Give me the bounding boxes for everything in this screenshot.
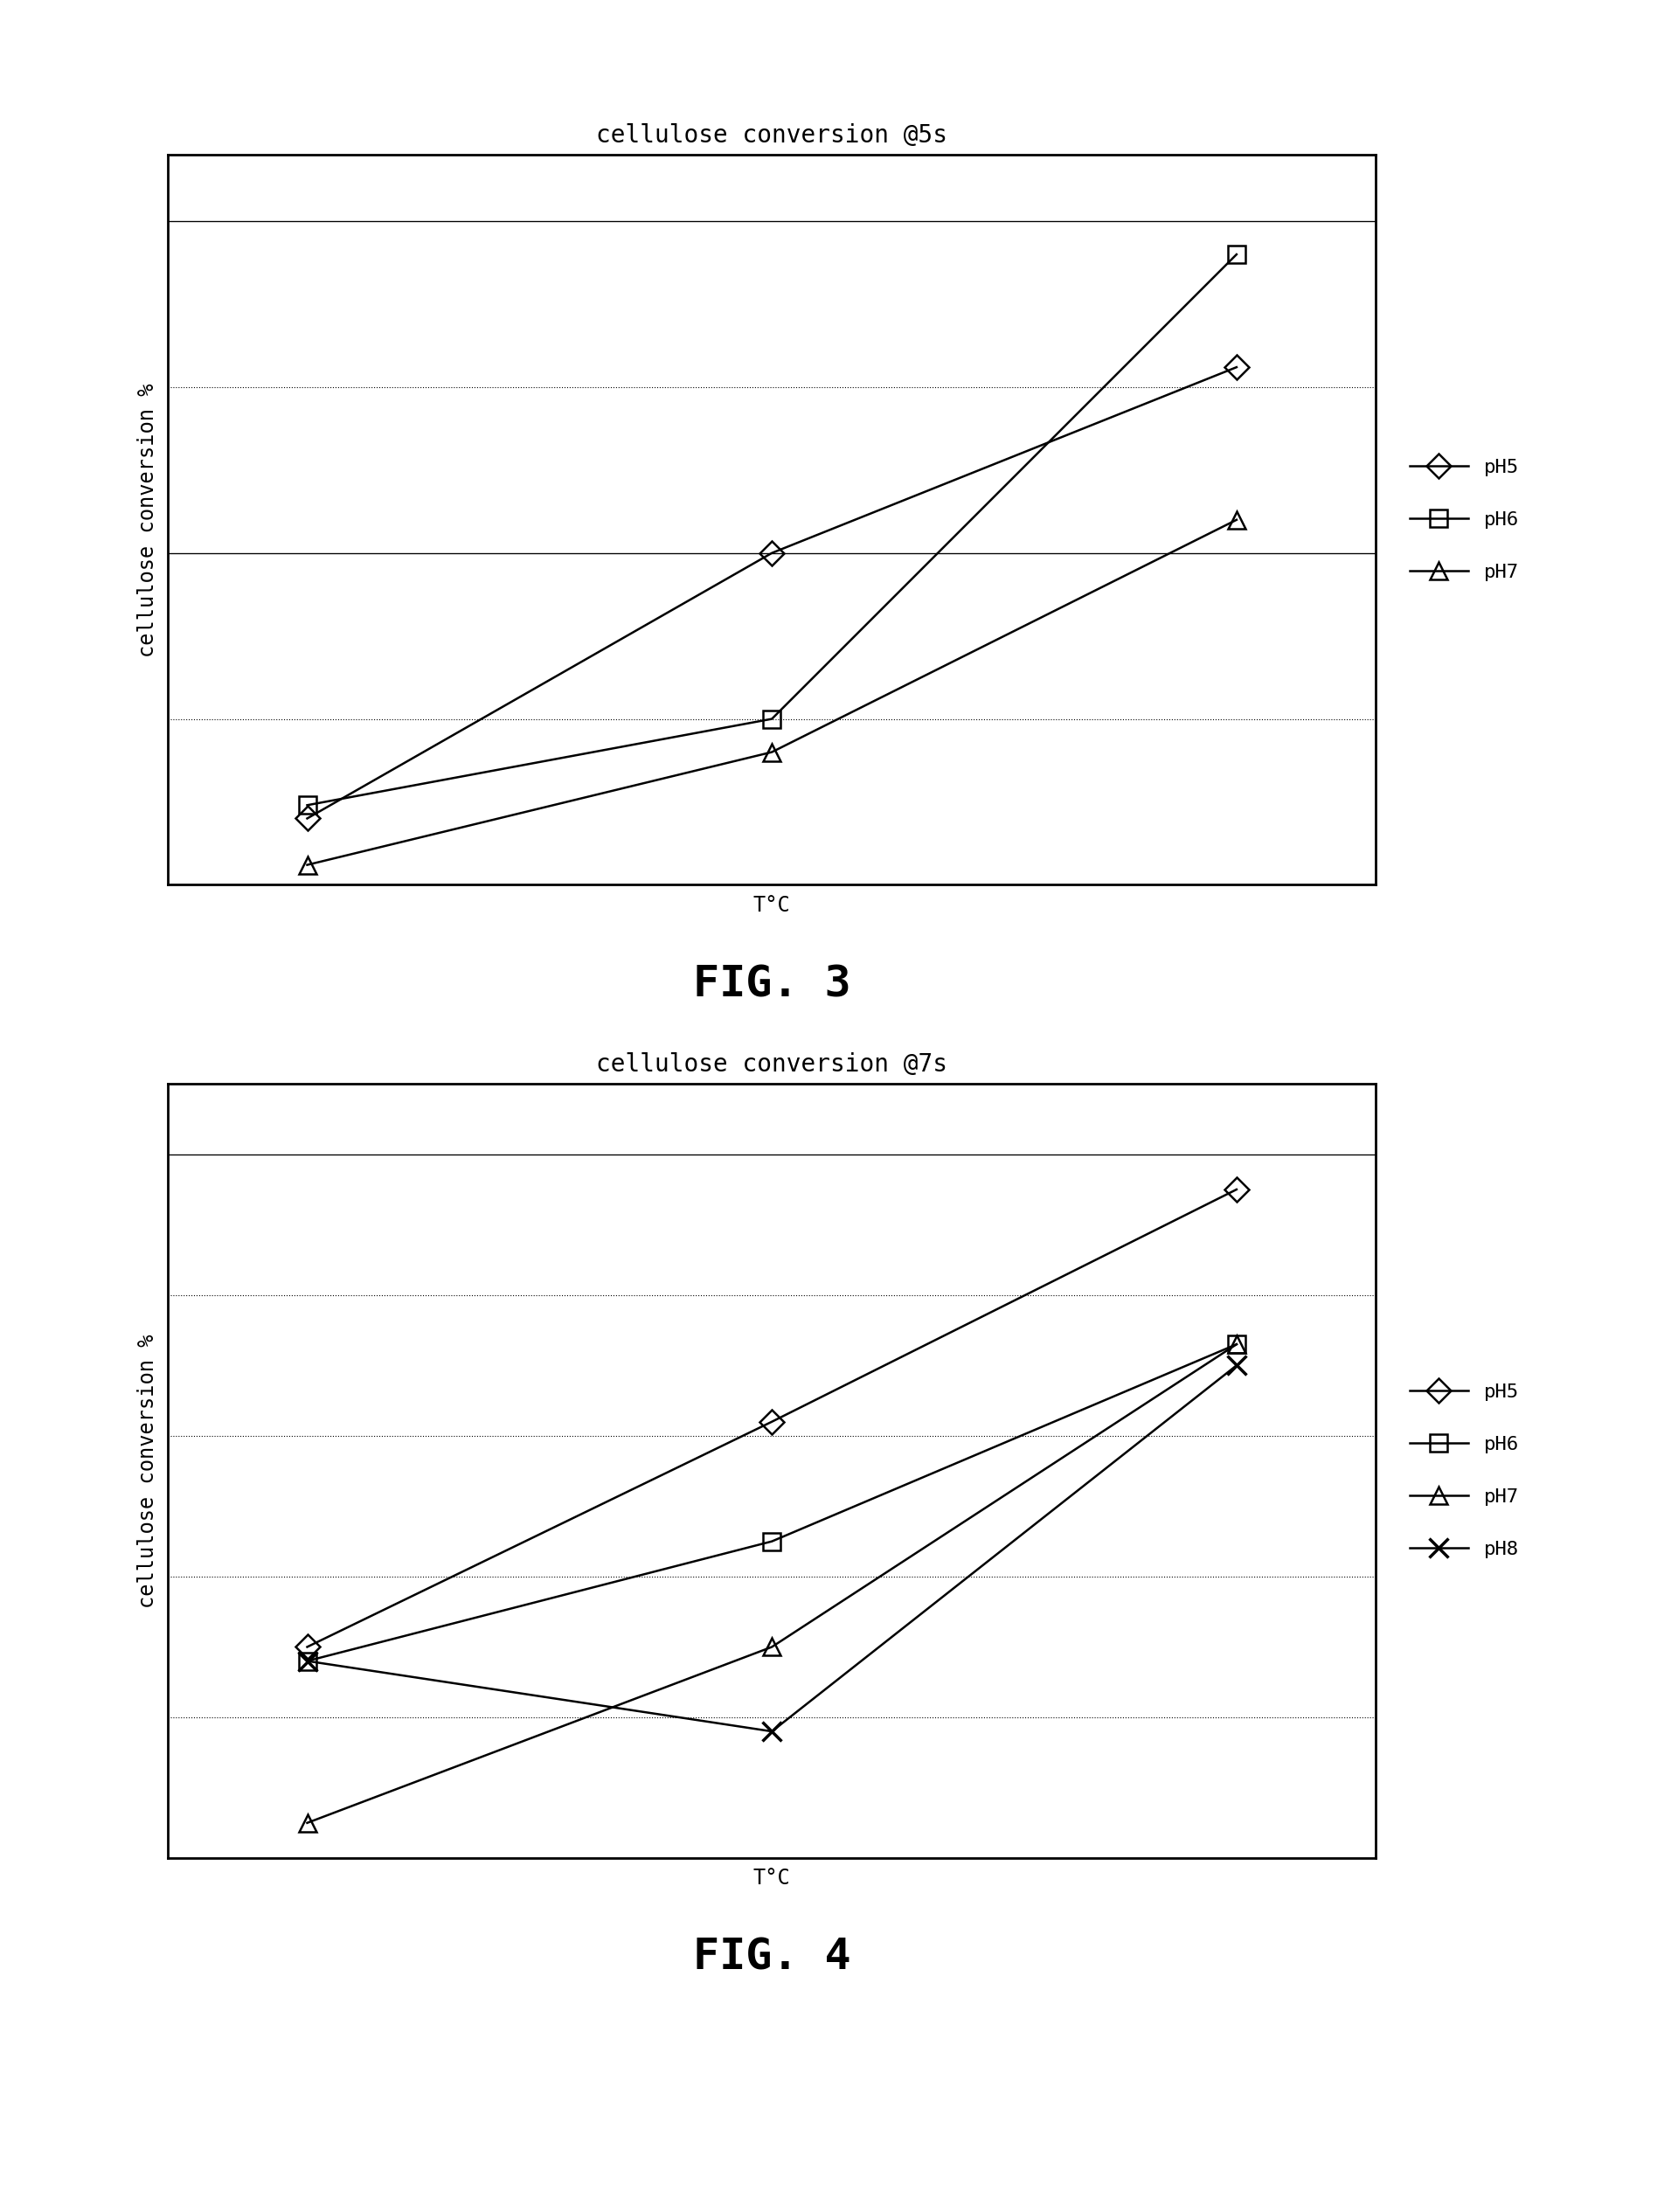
Line: pH6: pH6 [299,1336,1245,1670]
Y-axis label: cellulose conversion %: cellulose conversion % [138,383,158,657]
Line: pH5: pH5 [299,358,1245,827]
pH5 [1227,1177,1247,1203]
Legend: pH5, pH6, pH7, pH8: pH5, pH6, pH7, pH8 [1410,1382,1519,1559]
pH5 [297,805,317,832]
X-axis label: T°C: T°C [753,1867,790,1889]
Text: FIG. 3: FIG. 3 [693,964,851,1004]
pH7 [1227,1332,1247,1358]
Line: pH7: pH7 [299,1336,1245,1832]
pH7 [297,852,317,878]
pH7 [297,1809,317,1836]
Line: pH6: pH6 [299,246,1245,814]
pH5 [762,540,782,566]
Line: pH5: pH5 [299,1181,1245,1655]
Title: cellulose conversion @5s: cellulose conversion @5s [596,124,948,148]
pH8 [1227,1352,1247,1378]
Legend: pH5, pH6, pH7: pH5, pH6, pH7 [1410,458,1519,582]
Title: cellulose conversion @7s: cellulose conversion @7s [596,1053,948,1077]
pH7 [762,1635,782,1661]
X-axis label: T°C: T°C [753,894,790,916]
pH6 [762,1528,782,1555]
pH7 [762,739,782,765]
pH5 [1227,354,1247,380]
pH7 [1227,507,1247,533]
pH5 [762,1409,782,1436]
pH8 [762,1719,782,1745]
Y-axis label: cellulose conversion %: cellulose conversion % [138,1334,158,1608]
pH6 [297,792,317,818]
Line: pH8: pH8 [297,1356,1247,1741]
Text: FIG. 4: FIG. 4 [693,1938,851,1978]
pH6 [762,706,782,732]
pH6 [297,1648,317,1674]
Line: pH7: pH7 [299,511,1245,874]
pH6 [1227,1332,1247,1358]
pH8 [297,1648,317,1674]
pH5 [297,1635,317,1661]
pH6 [1227,241,1247,268]
